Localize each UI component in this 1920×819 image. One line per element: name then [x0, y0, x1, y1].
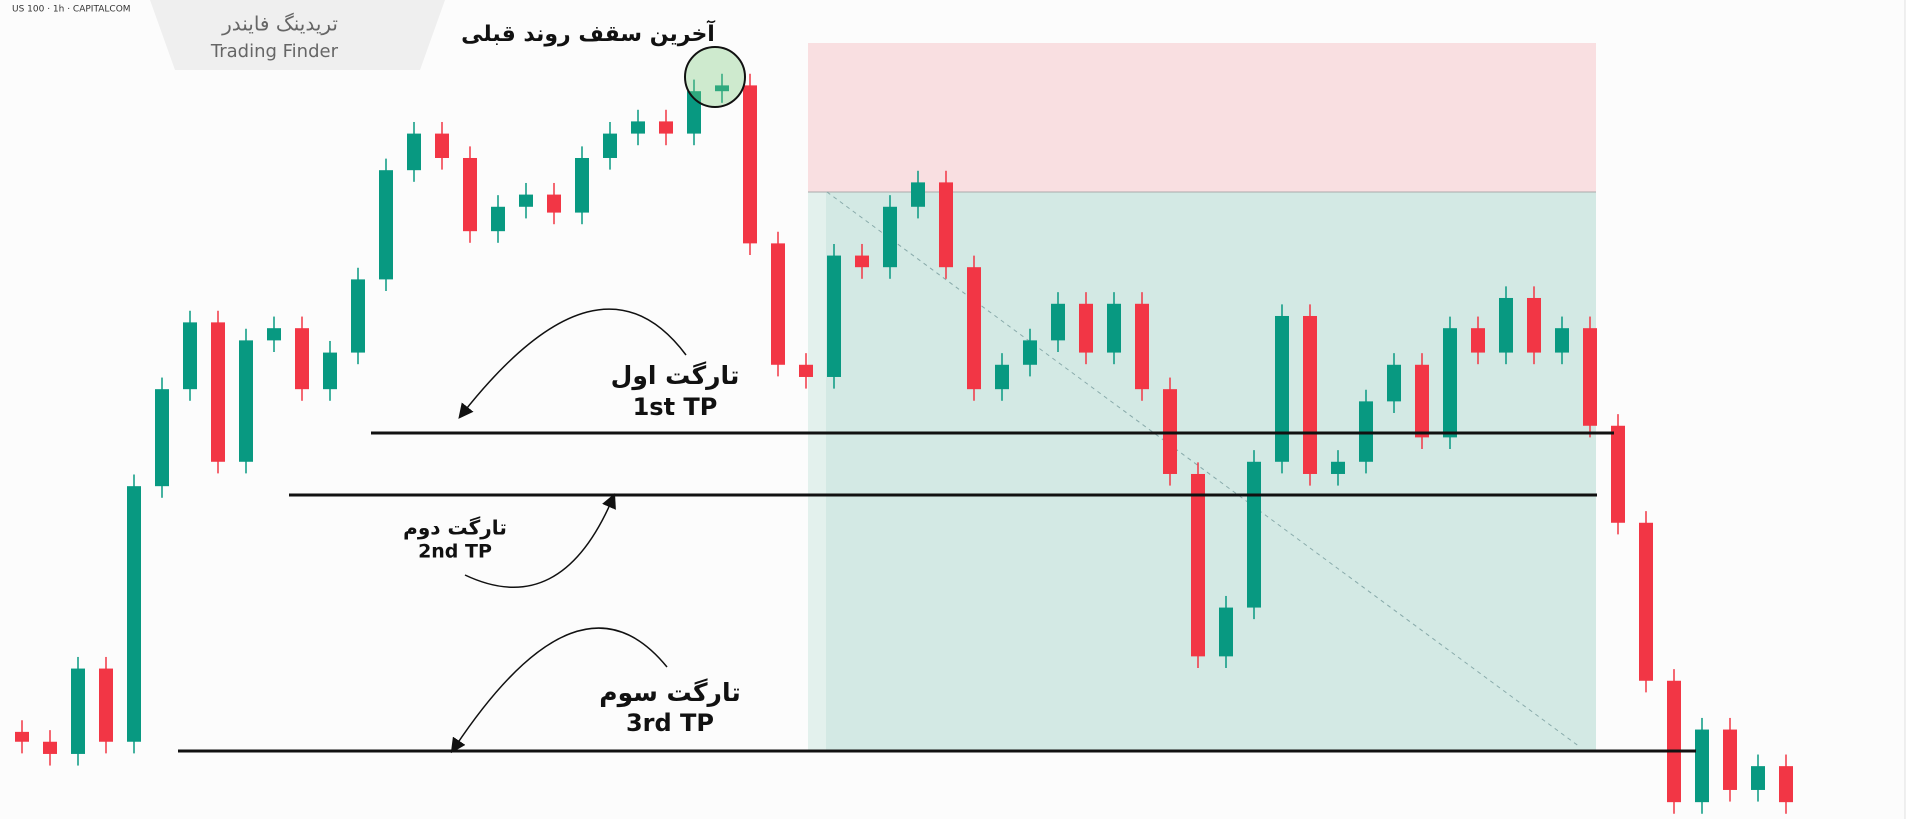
candle-body	[799, 364, 813, 377]
candle-body	[1639, 522, 1653, 681]
candle-body	[1611, 425, 1625, 523]
candle-body	[855, 255, 869, 268]
candle-body	[127, 486, 141, 742]
candle-body	[323, 352, 337, 390]
candle-body	[715, 85, 729, 92]
candle-body	[883, 206, 897, 268]
candle-body	[239, 340, 253, 462]
candle-body	[1527, 297, 1541, 353]
candle-body	[603, 133, 617, 158]
candle-body	[1471, 328, 1485, 353]
candle-body	[463, 157, 477, 232]
candle-body	[1275, 315, 1289, 462]
diagonal	[826, 191, 1581, 748]
candle-body	[1583, 328, 1597, 426]
candle-body	[519, 194, 533, 207]
candle-body	[211, 322, 225, 462]
candle-body	[939, 182, 953, 268]
candle-body	[659, 121, 673, 134]
candle-body	[743, 85, 757, 244]
candle-body	[15, 731, 29, 742]
tp1-en: 1st TP	[633, 393, 718, 421]
stop-zone	[808, 43, 1596, 192]
candles	[15, 73, 1793, 814]
candle-body	[547, 194, 561, 213]
candle-body	[407, 133, 421, 171]
candle-body	[183, 322, 197, 390]
candle-body	[99, 668, 113, 742]
arrow	[458, 308, 687, 419]
candle-body	[1751, 766, 1765, 790]
tp2-fa: تارگت دوم	[403, 516, 507, 540]
candle-body	[771, 243, 785, 365]
target-zone	[808, 192, 1596, 751]
candle-body	[1331, 461, 1345, 474]
candle-body	[911, 182, 925, 207]
candle-body	[155, 389, 169, 487]
candle-body	[1443, 328, 1457, 438]
candle-body	[1219, 607, 1233, 657]
logo-box	[150, 0, 445, 70]
candle-body	[1499, 297, 1513, 353]
arrow	[450, 627, 668, 754]
candle-body	[1107, 303, 1121, 353]
candle-body	[1303, 315, 1317, 474]
candle-body	[967, 267, 981, 390]
candle-body	[295, 328, 309, 390]
candle-body	[995, 364, 1009, 390]
candle-body	[1415, 364, 1429, 438]
candle-body	[1555, 328, 1569, 353]
candle-body	[1695, 729, 1709, 803]
candle-body	[1667, 680, 1681, 803]
price-axis	[1905, 0, 1920, 819]
candle-body	[491, 206, 505, 232]
candle-body	[1135, 303, 1149, 390]
tp3-en: 3rd TP	[626, 709, 714, 737]
candle-body	[1387, 364, 1401, 402]
candle-body	[43, 741, 57, 754]
arrow	[464, 493, 616, 589]
tp2-en: 2nd TP	[418, 541, 492, 563]
logo-en: Trading Finder	[210, 41, 339, 62]
candle-body	[351, 279, 365, 353]
candle-body	[631, 121, 645, 134]
candle-body	[575, 157, 589, 213]
candle-body	[1723, 729, 1737, 790]
candle-body	[267, 328, 281, 341]
candle-body	[435, 133, 449, 158]
candle-body	[1023, 340, 1037, 365]
symbol: US 100 · 1h · CAPITALCOM	[12, 5, 131, 15]
candle-body	[1247, 461, 1261, 608]
logo-fa: تریدینگ فایندر	[221, 12, 338, 36]
candle-body	[1191, 473, 1205, 657]
top-label: آخرین سقف روند قبلی	[461, 19, 715, 47]
candle-body	[1079, 303, 1093, 353]
candle-body	[827, 255, 841, 377]
candle-body	[1051, 303, 1065, 341]
tp1-fa: تارگت اول	[611, 361, 740, 391]
tp3-fa: تارگت سوم	[599, 678, 740, 708]
candle-body	[71, 668, 85, 754]
candle-body	[1779, 766, 1793, 803]
candle-body	[379, 170, 393, 280]
zone-edge	[808, 192, 826, 751]
top-circle	[684, 46, 746, 108]
